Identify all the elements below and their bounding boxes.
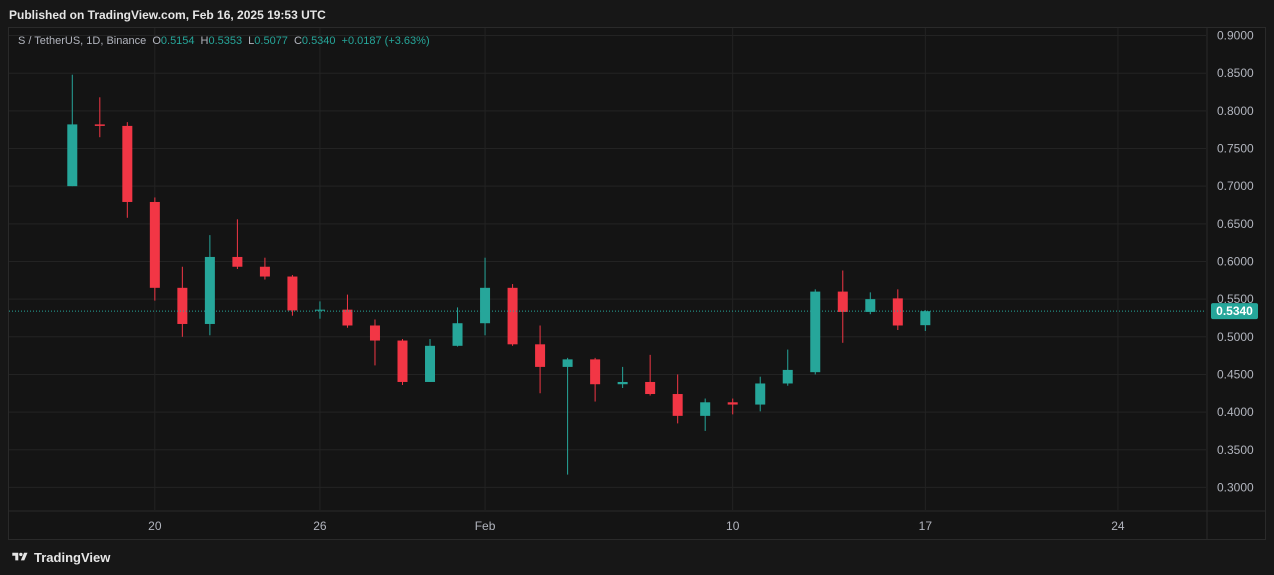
candle-body <box>67 124 78 187</box>
candle-body <box>672 394 683 416</box>
x-tick-label: 10 <box>726 519 740 533</box>
candle-body <box>480 287 491 324</box>
tradingview-logo-icon <box>12 552 28 561</box>
candle-body <box>314 309 325 311</box>
candle-body <box>425 345 436 382</box>
candle-body <box>369 325 380 341</box>
candle-body <box>94 124 105 126</box>
tradingview-brand[interactable]: TradingView <box>10 549 110 565</box>
y-tick-label: 0.7000 <box>1217 179 1254 193</box>
candle-body <box>590 359 601 385</box>
y-tick-label: 0.5000 <box>1217 330 1254 344</box>
x-tick-label: 17 <box>919 519 933 533</box>
open-value: 0.5154 <box>160 35 195 47</box>
candle-body <box>259 266 270 277</box>
chart-legend: S / TetherUS, 1D, Binance O0.5154 H0.5353… <box>18 35 430 47</box>
candle-body <box>535 344 546 367</box>
y-tick-label: 0.9000 <box>1217 29 1254 43</box>
candle-body <box>342 309 353 326</box>
candle-body <box>645 381 656 395</box>
y-tick-label: 0.8000 <box>1217 104 1254 118</box>
x-tick-label: 24 <box>1111 519 1125 533</box>
candle-body <box>204 256 215 324</box>
candle-body <box>700 402 711 416</box>
close-label: C <box>293 35 302 47</box>
candle-body <box>920 311 931 326</box>
candle-body <box>452 323 463 346</box>
candle-body <box>727 402 738 405</box>
x-tick-label: 20 <box>148 519 162 533</box>
y-tick-label: 0.6500 <box>1217 217 1254 231</box>
y-tick-label: 0.8500 <box>1217 66 1254 80</box>
y-tick-label: 0.3500 <box>1217 443 1254 457</box>
high-label: H <box>200 35 209 47</box>
candle-body <box>782 369 793 384</box>
candle-body <box>122 125 133 202</box>
candle-body <box>617 381 628 385</box>
candle-body <box>232 256 243 267</box>
y-tick-label: 0.4500 <box>1217 367 1254 381</box>
y-tick-label: 0.3000 <box>1217 480 1254 494</box>
candle-body <box>149 201 160 288</box>
candle-body <box>507 287 518 345</box>
x-tick-label: 26 <box>313 519 327 533</box>
candle-body <box>177 287 188 324</box>
y-tick-label: 0.5500 <box>1217 292 1254 306</box>
chart-panel[interactable] <box>8 27 1266 540</box>
y-tick-label: 0.6000 <box>1217 254 1254 268</box>
low-value: 0.5077 <box>254 35 288 47</box>
candle-body <box>397 340 408 382</box>
change-value: +0.0187 (+3.63%) <box>341 35 430 47</box>
x-tick-label: Feb <box>475 519 496 533</box>
brand-name: TradingView <box>34 549 111 565</box>
close-value: 0.5340 <box>301 35 336 47</box>
symbol-label: S / TetherUS, 1D, Binance <box>18 35 147 47</box>
high-value: 0.5353 <box>208 35 243 47</box>
candle-body <box>865 299 876 312</box>
candle-body <box>755 383 766 405</box>
candle-body <box>287 276 298 311</box>
candle-body <box>892 298 903 326</box>
candle-body <box>837 291 848 312</box>
published-caption: Published on TradingView.com, Feb 16, 20… <box>9 8 326 22</box>
current-price-tag <box>1211 303 1258 320</box>
open-label: O <box>152 35 161 47</box>
candle-body <box>810 291 821 373</box>
y-tick-label: 0.4000 <box>1217 405 1254 419</box>
y-tick-label: 0.7500 <box>1217 142 1254 156</box>
current-price-label: 0.5340 <box>1216 304 1253 318</box>
candle-body <box>562 359 573 367</box>
low-label: L <box>248 35 255 47</box>
